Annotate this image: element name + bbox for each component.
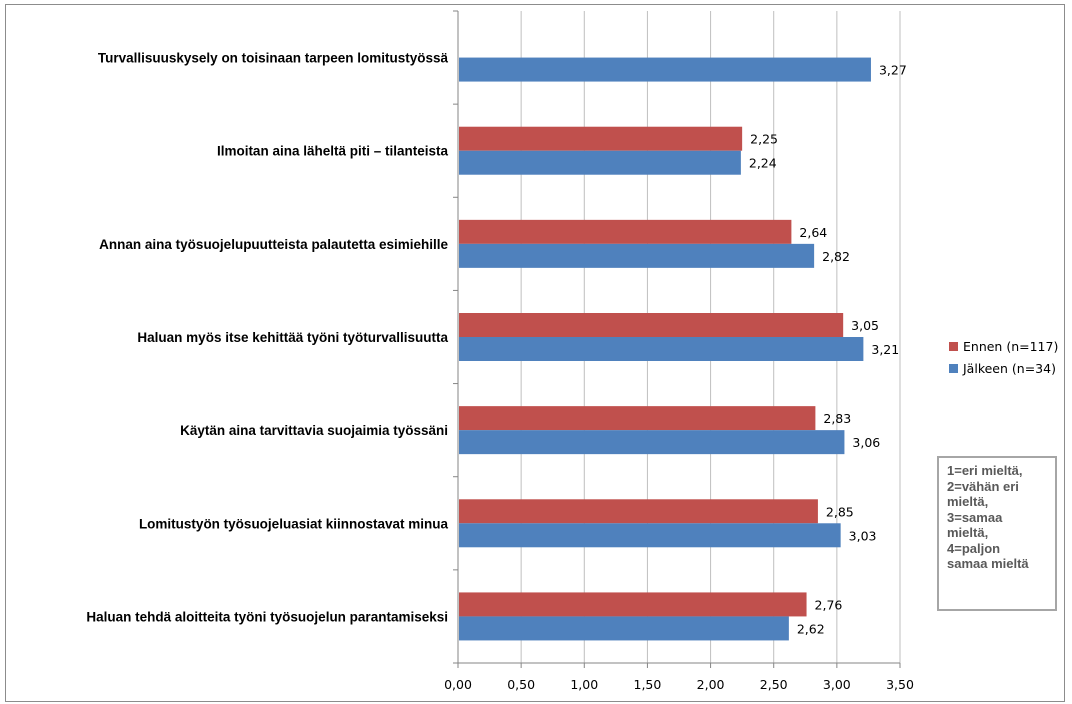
data-label: 3,05: [851, 318, 879, 333]
note-line: samaa mieltä: [947, 556, 1029, 571]
category-label: Lomitustyön työsuojeluasiat kiinnostavat…: [139, 516, 449, 531]
x-tick-label: 2,50: [760, 677, 788, 692]
note-line: 2=vähän eri: [947, 478, 1019, 494]
data-label: 3,27: [879, 63, 907, 78]
bar-ennen: [459, 126, 743, 151]
x-tick-label: 2,00: [697, 677, 725, 692]
bar-chart: 0,00 0,50 1,00 1,50 2,00 2,50 3,00 3,50 Turvalli…: [86, 10, 914, 692]
scale-note: 1=eri mieltä, 2=vähän eri mieltä, 3=samaa mi…: [937, 456, 1057, 611]
data-label: 2,64: [799, 225, 827, 240]
category-label: Haluan myös itse kehittää työni työturva…: [137, 330, 448, 345]
bar-jalkeen: [459, 616, 789, 641]
chart-frame: 0,00 0,50 1,00 1,50 2,00 2,50 3,00 3,50 Turvalli…: [5, 4, 1065, 702]
bar-ennen: [459, 406, 816, 431]
category-label: Ilmoitan aina läheltä piti – tilanteista: [217, 144, 449, 159]
data-label: 3,21: [871, 342, 899, 357]
bar-jalkeen: [459, 337, 864, 361]
x-tick-label: 0,50: [507, 677, 535, 692]
chart-legend: Ennen (n=117) Jälkeen (n=34): [949, 335, 1058, 379]
x-tick-label: 3,50: [886, 677, 914, 692]
bar-jalkeen: [459, 523, 841, 548]
note-line: 4=paljon: [947, 540, 1001, 556]
legend-swatch: [949, 341, 958, 351]
data-label: 2,82: [822, 249, 850, 264]
x-tick-label: 0,00: [444, 677, 472, 692]
note-line: mieltä,: [947, 494, 989, 509]
bar-jalkeen: [459, 243, 815, 268]
bar-ennen: [459, 313, 844, 337]
x-tick-label: 1,50: [634, 677, 662, 692]
category-label: Annan aina työsuojelupuutteista palautet…: [99, 237, 448, 252]
category-label: Haluan tehdä aloitteita työni työsuojelu…: [86, 609, 448, 624]
category-label: Käytän aina tarvittavia suojaimia työssä…: [180, 423, 448, 438]
legend-label: Ennen (n=117): [963, 338, 1059, 354]
data-label: 3,06: [852, 435, 880, 450]
category-label: Turvallisuuskysely on toisinaan tarpeen …: [98, 51, 449, 66]
bar-jalkeen: [459, 57, 871, 82]
data-label: 2,25: [750, 132, 778, 147]
data-label: 2,85: [826, 504, 854, 519]
note-line: 3=samaa: [947, 509, 1003, 525]
bar-ennen: [459, 219, 792, 244]
data-label: 2,62: [797, 621, 825, 636]
data-label: 3,03: [849, 528, 877, 543]
note-line: 1=eri mieltä,: [947, 463, 1023, 478]
legend-swatch: [949, 363, 958, 373]
bar-ennen: [459, 592, 807, 617]
x-tick-label: 1,00: [570, 677, 598, 692]
legend-item: Ennen (n=117): [949, 335, 1058, 357]
note-line: mieltä,: [947, 525, 989, 540]
data-label: 2,24: [749, 156, 777, 171]
x-tick-label: 3,00: [823, 677, 851, 692]
data-label: 2,76: [815, 597, 843, 612]
legend-item: Jälkeen (n=34): [949, 357, 1058, 379]
data-label: 2,83: [823, 411, 851, 426]
bar-ennen: [459, 499, 818, 524]
bar-jalkeen: [459, 430, 845, 455]
legend-label: Jälkeen (n=34): [963, 360, 1056, 376]
bar-jalkeen: [459, 150, 741, 175]
